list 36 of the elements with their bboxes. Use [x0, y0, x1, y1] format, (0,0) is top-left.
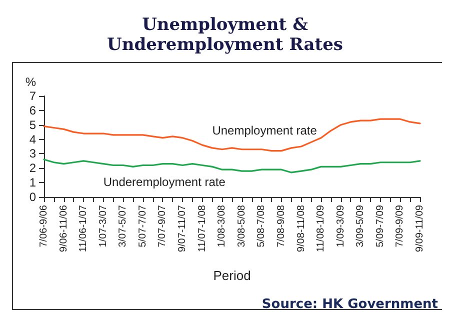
x-tick-label: 7/08-9/08	[276, 204, 287, 248]
x-tick-label: 3/09-5/09	[355, 204, 366, 248]
x-tick-label: 1/07-3/07	[98, 204, 109, 248]
x-tick-label: 7/09-9/09	[394, 204, 406, 248]
x-axis-title: Period	[213, 268, 251, 283]
y-tick-label: 5	[29, 118, 36, 132]
x-tick-label: 7/07-9/07	[157, 204, 168, 248]
x-tick-label: 9/06-11/06	[58, 204, 70, 252]
y-tick-label: 0	[29, 190, 36, 204]
x-tick-label: 9/07-11/07	[177, 204, 188, 252]
x-tick-label: 11/07-1/08	[196, 204, 208, 252]
line-series	[43, 118, 421, 152]
x-tick-label: 11/08-1/09	[316, 204, 327, 252]
y-tick-label: 3	[29, 146, 36, 161]
series-label: Underemployment rate	[103, 174, 226, 189]
series-label: Unemployment rate	[212, 124, 318, 138]
x-tick-label: 7/06-9/06	[38, 204, 50, 248]
y-tick-label: 6	[29, 103, 36, 118]
x-tick-label: 11/06-1/07	[78, 204, 90, 252]
x-tick-label: 1/09-3/09	[335, 204, 346, 248]
x-tick-label: 9/08-11/08	[296, 204, 307, 252]
x-tick-label: 5/07-7/07	[137, 204, 148, 248]
x-tick-label: 1/08-3/08	[216, 204, 228, 248]
source-note: Source: HK Government	[262, 297, 438, 312]
y-axis-title: %	[25, 75, 36, 89]
y-tick-label: 7	[29, 89, 36, 103]
x-tick-label: 3/07-5/07	[118, 204, 129, 248]
line-series	[43, 158, 421, 174]
x-tick-label: 9/09-11/09	[414, 204, 426, 252]
y-tick-label: 1	[29, 176, 36, 190]
x-tick-label: 3/08-5/08	[236, 204, 248, 248]
y-tick-label: 2	[29, 161, 36, 176]
y-tick-label: 4	[29, 132, 36, 146]
x-tick-label: 5/08-7/08	[256, 204, 268, 248]
chart-title: Unemployment & Underemployment Rates	[107, 15, 343, 55]
x-tick-label: 5/09-7/09	[374, 204, 386, 248]
